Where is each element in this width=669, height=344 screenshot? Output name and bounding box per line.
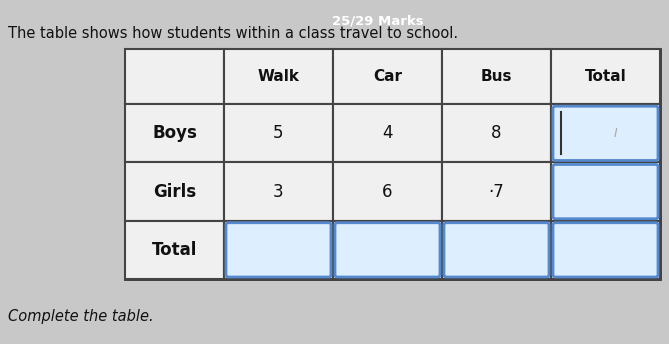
Text: 8: 8 [491, 124, 502, 142]
Text: 6: 6 [382, 183, 393, 201]
Text: 5: 5 [273, 124, 284, 142]
Bar [333, 104, 442, 162]
Bar [551, 221, 660, 279]
Bar [442, 221, 551, 279]
Text: Girls: Girls [153, 183, 196, 201]
Bar [125, 104, 224, 162]
Bar [442, 104, 551, 162]
Bar [125, 49, 660, 279]
FancyBboxPatch shape [226, 223, 331, 277]
Text: 25/29 Marks: 25/29 Marks [332, 14, 423, 27]
Text: 4: 4 [382, 124, 393, 142]
Text: Boys: Boys [152, 124, 197, 142]
Bar [442, 162, 551, 221]
FancyBboxPatch shape [553, 106, 658, 160]
Text: The table shows how students within a class travel to school.: The table shows how students within a cl… [8, 26, 458, 42]
Bar [125, 162, 224, 221]
FancyBboxPatch shape [444, 223, 549, 277]
Bar [224, 49, 333, 104]
Bar [333, 49, 442, 104]
Text: Walk: Walk [258, 69, 300, 84]
Text: Bus: Bus [481, 69, 512, 84]
Bar [224, 104, 333, 162]
Text: ·7: ·7 [488, 183, 504, 201]
Text: I: I [613, 127, 617, 140]
Bar [551, 162, 660, 221]
Bar [551, 49, 660, 104]
Text: Complete the table.: Complete the table. [8, 309, 154, 323]
Bar [125, 49, 224, 104]
Bar [125, 221, 224, 279]
Text: 3: 3 [273, 183, 284, 201]
Text: Total: Total [152, 241, 197, 259]
FancyBboxPatch shape [335, 223, 440, 277]
Bar [333, 221, 442, 279]
Bar [224, 221, 333, 279]
Text: Car: Car [373, 69, 402, 84]
Bar [442, 49, 551, 104]
Bar [224, 162, 333, 221]
Bar [551, 104, 660, 162]
Bar [333, 162, 442, 221]
FancyBboxPatch shape [553, 223, 658, 277]
Text: Total: Total [585, 69, 626, 84]
FancyBboxPatch shape [553, 164, 658, 219]
